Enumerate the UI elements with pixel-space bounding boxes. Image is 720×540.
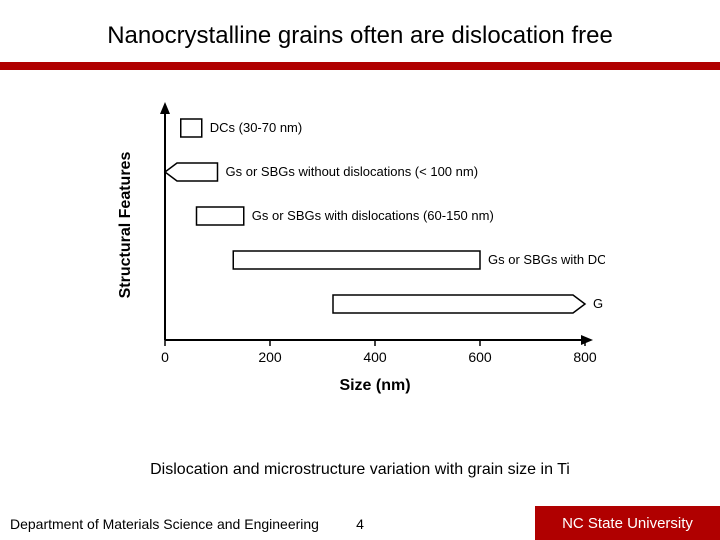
svg-text:Size (nm): Size (nm) xyxy=(339,377,410,394)
figure-caption: Dislocation and microstructure variation… xyxy=(0,461,720,479)
svg-text:800: 800 xyxy=(573,349,597,365)
svg-text:200: 200 xyxy=(258,349,282,365)
svg-text:Gs or SBGs with dislocations (: Gs or SBGs with dislocations (60-150 nm) xyxy=(252,208,494,223)
chart-container: 0 200 400 600 800 Size (nm) Structural Feature… xyxy=(105,95,605,425)
slide-title: Nanocrystalline grains often are disloca… xyxy=(0,22,720,50)
title-underline-bar xyxy=(0,62,720,70)
chart-svg: 0 200 400 600 800 Size (nm) Structural Feature… xyxy=(105,95,605,425)
svg-text:Structural Features: Structural Features xyxy=(117,152,134,299)
svg-text:400: 400 xyxy=(363,349,387,365)
footer: Department of Materials Science and Engi… xyxy=(0,506,720,540)
university-label: NC State University xyxy=(562,515,693,532)
svg-text:Gs or SBGs without dislocation: Gs or SBGs without dislocations (< 100 n… xyxy=(226,164,479,179)
svg-text:G with SBGs (> 320 nm): G with SBGs (> 320 nm) xyxy=(593,296,605,311)
svg-text:0: 0 xyxy=(161,349,169,365)
university-block: NC State University xyxy=(535,506,720,540)
svg-text:DCs (30-70 nm): DCs (30-70 nm) xyxy=(210,120,302,135)
svg-text:600: 600 xyxy=(468,349,492,365)
svg-text:Gs or SBGs with DCs (130-600 n: Gs or SBGs with DCs (130-600 nm) xyxy=(488,252,605,267)
